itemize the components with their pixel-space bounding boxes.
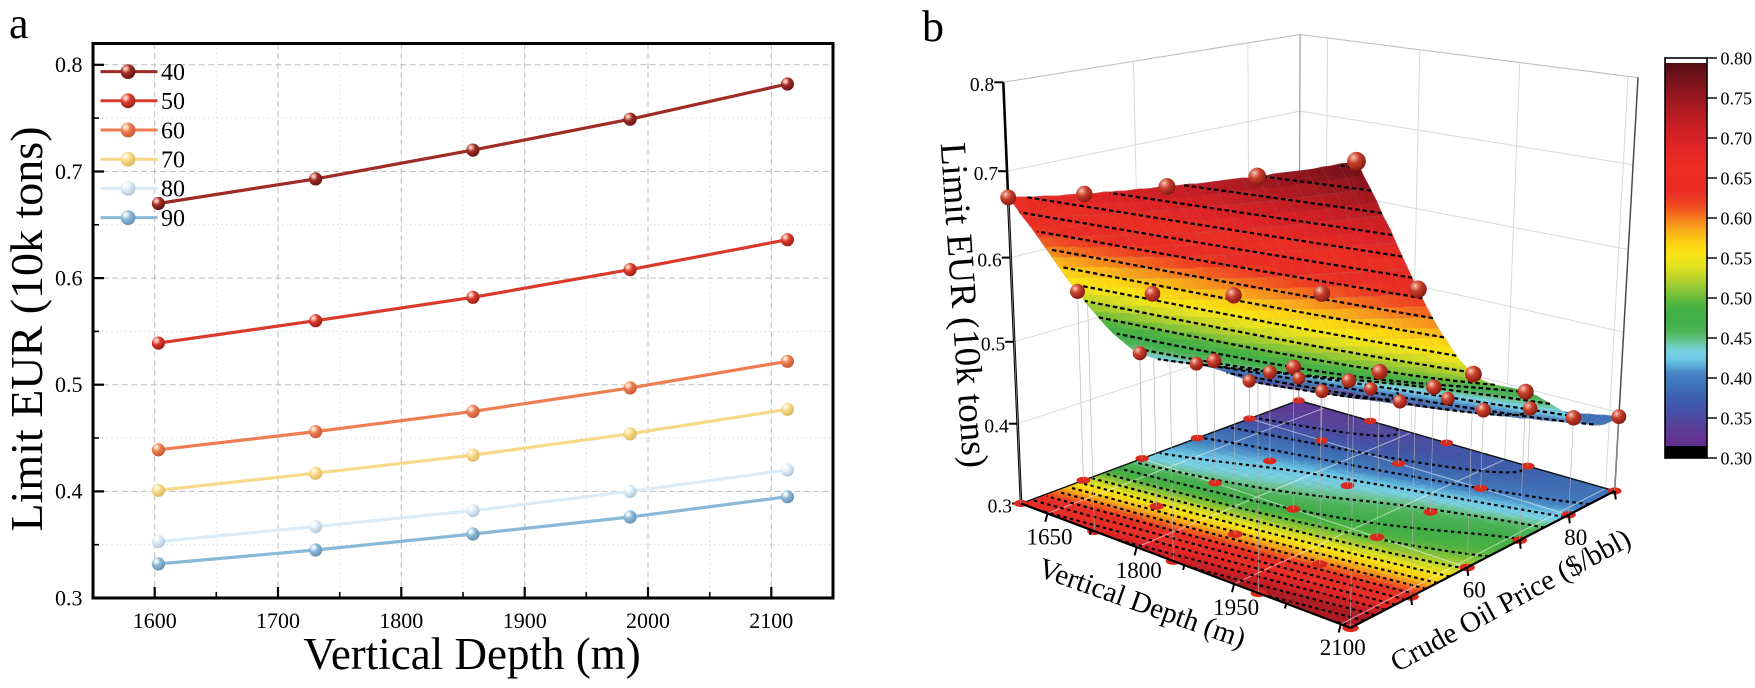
svg-text:Vertical Depth (m): Vertical Depth (m) — [303, 629, 640, 679]
svg-text:60: 60 — [161, 118, 185, 144]
svg-text:0.8: 0.8 — [55, 52, 83, 77]
svg-text:Limit EUR (10k tons): Limit EUR (10k tons) — [932, 141, 996, 469]
svg-text:0.55: 0.55 — [1721, 248, 1753, 268]
svg-text:0.60: 0.60 — [1721, 208, 1753, 228]
svg-text:0.45: 0.45 — [1721, 328, 1753, 348]
svg-text:0.4: 0.4 — [55, 479, 83, 504]
svg-text:0.5: 0.5 — [55, 372, 83, 397]
svg-text:90: 90 — [161, 206, 185, 232]
svg-text:70: 70 — [161, 148, 185, 174]
svg-text:b: b — [922, 2, 944, 51]
svg-text:2100: 2100 — [1320, 635, 1366, 660]
svg-text:0.50: 0.50 — [1721, 288, 1753, 308]
svg-text:80: 80 — [161, 177, 185, 203]
svg-text:0.7: 0.7 — [974, 164, 999, 185]
svg-text:0.80: 0.80 — [1721, 48, 1753, 68]
svg-text:0.6: 0.6 — [55, 265, 83, 290]
svg-text:0.35: 0.35 — [1721, 408, 1753, 428]
svg-text:40: 40 — [161, 60, 185, 86]
svg-text:a: a — [9, 0, 29, 48]
svg-text:0.30: 0.30 — [1721, 448, 1753, 468]
svg-text:0.65: 0.65 — [1721, 168, 1753, 188]
svg-text:0.75: 0.75 — [1721, 88, 1753, 108]
svg-text:Limit EUR (10k tons): Limit EUR (10k tons) — [1, 126, 52, 531]
svg-text:50: 50 — [161, 89, 185, 115]
svg-text:2100: 2100 — [749, 608, 793, 633]
svg-text:0.7: 0.7 — [55, 159, 83, 184]
svg-text:1650: 1650 — [1027, 525, 1073, 550]
svg-text:1700: 1700 — [256, 608, 300, 633]
svg-text:0.3: 0.3 — [55, 585, 83, 610]
svg-text:0.70: 0.70 — [1721, 128, 1753, 148]
svg-text:0.8: 0.8 — [970, 75, 994, 96]
svg-text:0.3: 0.3 — [988, 496, 1012, 517]
svg-text:0.40: 0.40 — [1721, 368, 1753, 388]
svg-text:1600: 1600 — [133, 608, 177, 633]
